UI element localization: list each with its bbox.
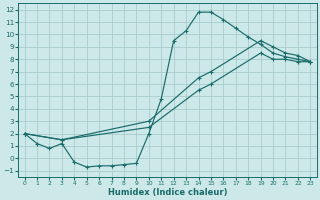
X-axis label: Humidex (Indice chaleur): Humidex (Indice chaleur) xyxy=(108,188,227,197)
